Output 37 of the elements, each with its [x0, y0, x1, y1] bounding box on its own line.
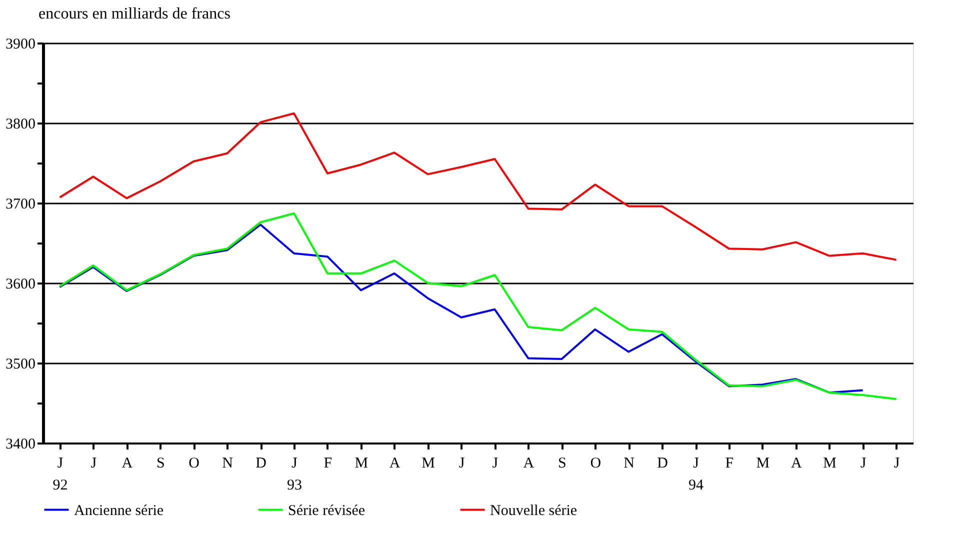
x-tick-label: A	[523, 456, 534, 472]
legend-label: Série révisée	[288, 502, 366, 519]
x-tick-label: F	[725, 456, 734, 472]
x-tick-label: N	[222, 456, 234, 472]
y-axis-title: encours en milliards de francs	[38, 6, 230, 22]
x-tick-label: S	[558, 456, 566, 472]
x-tick-label: O	[188, 456, 200, 472]
y-tick-label: 3400	[6, 436, 36, 452]
y-tick-label: 3700	[6, 196, 36, 212]
x-tick-label: M	[422, 456, 435, 472]
y-tick-label: 3900	[6, 36, 36, 52]
x-tick-label: A	[389, 456, 400, 472]
x-tick-label: D	[256, 456, 267, 472]
x-tick-label: J	[860, 456, 866, 472]
x-tick-label: J 93	[286, 456, 302, 494]
x-tick-label: M	[756, 456, 770, 472]
y-tick-label: 3500	[6, 356, 36, 372]
x-tick-label: J	[90, 456, 97, 472]
x-tick-label: D	[657, 456, 668, 472]
line-series	[58, 112, 898, 261]
y-tick-label: 3800	[6, 116, 36, 132]
x-tick-label: N	[624, 456, 635, 472]
legend-label: Ancienne série	[74, 502, 164, 519]
x-tick-label: O	[590, 456, 602, 472]
x-tick-label: J	[894, 456, 900, 472]
x-tick-label: F	[324, 456, 332, 472]
x-tick-label: J	[492, 456, 498, 472]
x-tick-label: J	[458, 456, 465, 472]
y-tick-label: 3600	[6, 276, 36, 292]
x-tick-label: M	[354, 456, 368, 472]
x-tick-label: A	[122, 456, 133, 472]
x-tick-label: J 92	[52, 456, 68, 494]
x-tick-label: A	[790, 456, 802, 472]
x-tick-label: M	[823, 456, 837, 472]
legend-label: Nouvelle série	[490, 502, 578, 519]
x-tick-label: J 94	[688, 456, 704, 494]
x-tick-label: S	[156, 456, 165, 472]
